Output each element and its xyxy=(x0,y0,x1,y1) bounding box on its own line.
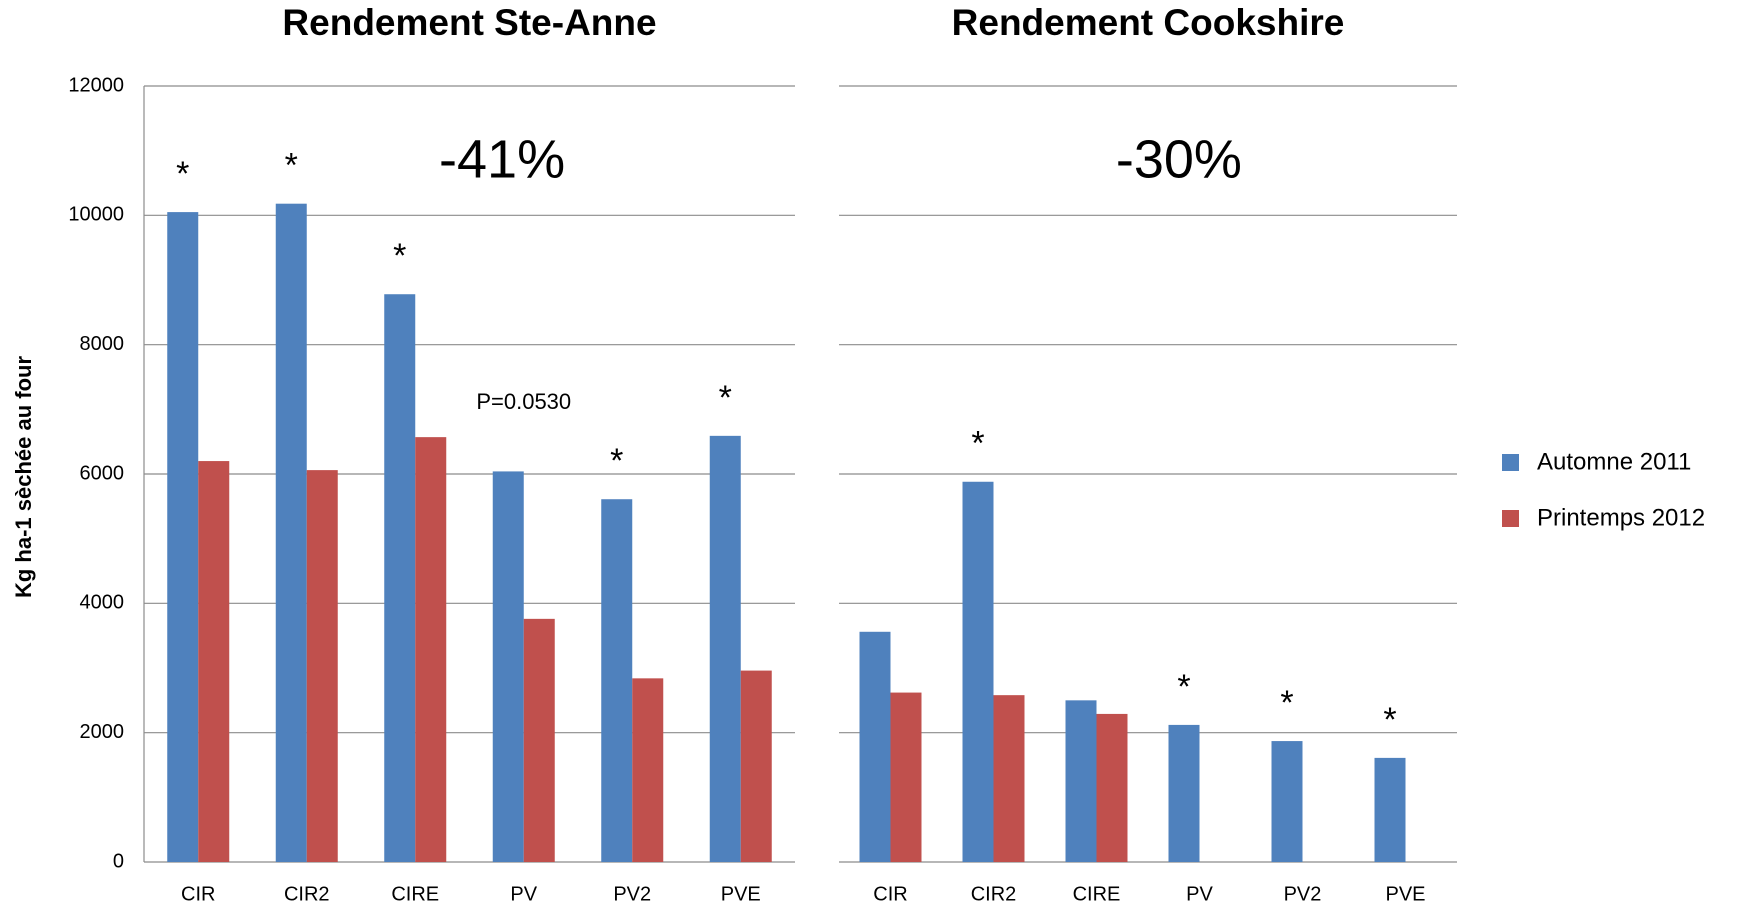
bar xyxy=(1096,713,1128,862)
legend-swatch xyxy=(1502,454,1519,471)
bar xyxy=(962,481,994,862)
change-label: -30% xyxy=(1116,129,1242,189)
annotation: P=0.0530 xyxy=(476,389,571,414)
annotation: * xyxy=(1280,684,1293,722)
bar xyxy=(1065,700,1097,862)
x-tick-label: CIRE xyxy=(1073,883,1121,905)
bar xyxy=(167,212,199,863)
x-tick-label: CIRE xyxy=(391,883,439,905)
bar xyxy=(601,499,633,862)
annotation: * xyxy=(176,155,189,193)
bar xyxy=(1271,741,1303,862)
x-tick-label: PV2 xyxy=(1284,883,1322,905)
y-tick-label: 0 xyxy=(113,850,124,872)
bar xyxy=(306,470,338,862)
annotation: * xyxy=(393,237,406,275)
y-tick-label: 2000 xyxy=(80,721,125,743)
y-tick-label: 6000 xyxy=(80,462,125,484)
bar xyxy=(275,203,307,862)
y-tick-label: 8000 xyxy=(80,333,125,355)
annotation: * xyxy=(971,425,984,463)
x-tick-label: PV xyxy=(510,883,537,905)
bar xyxy=(890,692,922,862)
annotation: * xyxy=(1383,701,1396,739)
annotation: * xyxy=(719,379,732,417)
x-tick-label: PV2 xyxy=(613,883,651,905)
bar xyxy=(415,437,447,862)
change-label: -41% xyxy=(439,129,565,189)
y-tick-label: 4000 xyxy=(80,592,125,614)
legend-label: Printemps 2012 xyxy=(1537,504,1705,531)
bar xyxy=(198,461,230,862)
x-tick-label: CIR2 xyxy=(971,883,1017,905)
bar xyxy=(1168,724,1200,862)
chart-title: Rendement Ste-Anne xyxy=(282,2,656,43)
x-tick-label: PVE xyxy=(721,883,761,905)
annotation: * xyxy=(1177,668,1190,706)
bar xyxy=(740,670,772,862)
annotation: * xyxy=(285,147,298,185)
bar xyxy=(384,294,416,862)
bar xyxy=(523,618,555,862)
bar xyxy=(1374,757,1406,862)
x-tick-label: PV xyxy=(1186,883,1213,905)
bar xyxy=(709,435,741,862)
bar xyxy=(993,695,1025,862)
bar xyxy=(632,678,664,862)
y-axis-label: Kg ha-1 sèchée au four xyxy=(11,356,36,599)
annotation: * xyxy=(610,442,623,480)
x-tick-label: CIR xyxy=(873,883,907,905)
legend-swatch xyxy=(1502,510,1519,527)
bar xyxy=(492,471,524,862)
legend-label: Automne 2011 xyxy=(1537,448,1691,475)
x-tick-label: CIR xyxy=(181,883,215,905)
x-tick-label: CIR2 xyxy=(284,883,330,905)
bar xyxy=(859,631,891,862)
x-tick-label: PVE xyxy=(1385,883,1425,905)
y-tick-label: 10000 xyxy=(68,204,124,226)
y-tick-label: 12000 xyxy=(68,74,124,96)
chart-title: Rendement Cookshire xyxy=(952,2,1345,43)
